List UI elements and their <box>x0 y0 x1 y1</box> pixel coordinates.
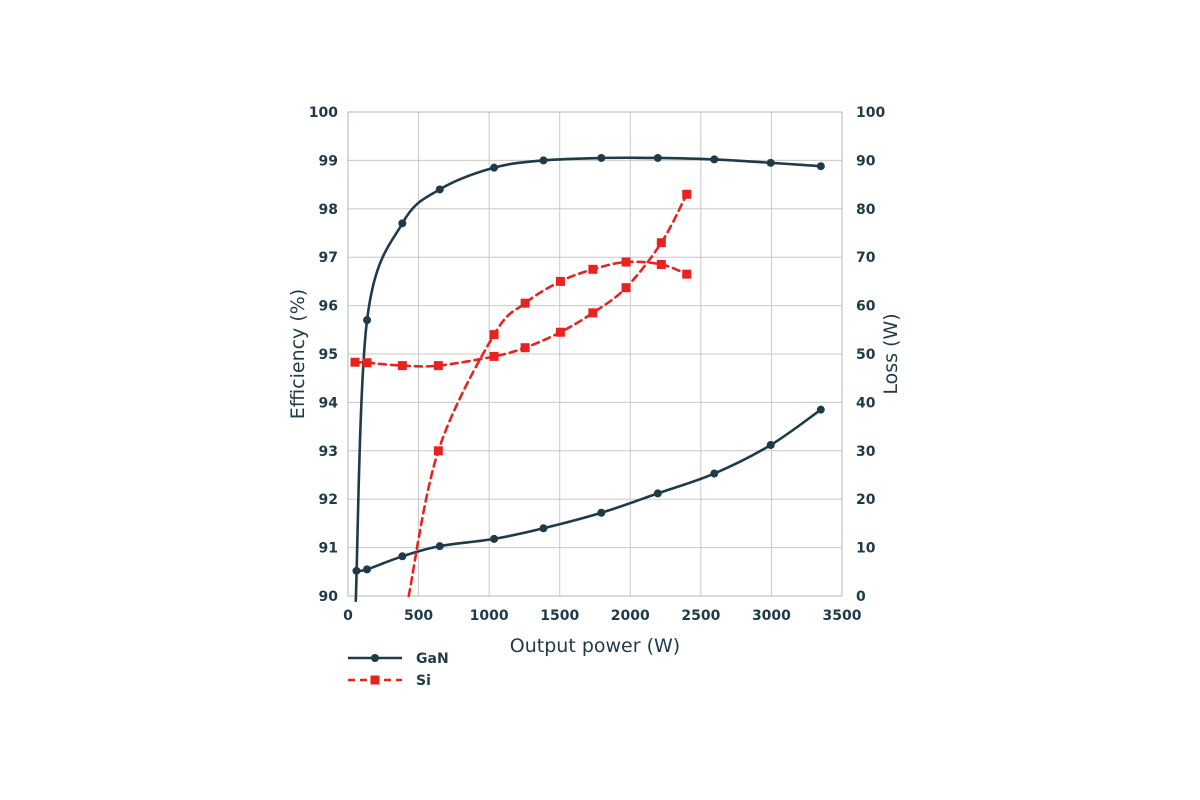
y-left-tick-label: 92 <box>319 492 338 508</box>
si-efficiency-point <box>489 330 499 340</box>
y-right-tick-label: 20 <box>856 492 876 508</box>
y-right-tick-label: 0 <box>856 589 866 605</box>
legend: GaN Si <box>348 651 449 689</box>
x-tick-label: 1000 <box>470 608 509 624</box>
y-left-tick-label: 94 <box>319 395 339 411</box>
si-efficiency-point <box>555 276 565 286</box>
gan-efficiency-point <box>435 185 444 194</box>
si-loss-point <box>555 327 565 337</box>
gan-loss-point <box>653 489 662 498</box>
gan-efficiency-point <box>710 155 719 164</box>
series-curves <box>353 156 823 603</box>
si-efficiency-point <box>656 259 666 269</box>
gan-efficiency-line <box>354 156 823 603</box>
y-left-tick-label: 95 <box>319 347 338 363</box>
y-left-tick-label: 96 <box>319 299 338 315</box>
gan-loss-point <box>490 534 499 543</box>
y-right-tick-label: 30 <box>856 444 876 460</box>
y-right-tick-label: 40 <box>856 395 876 411</box>
gan-loss-point <box>435 542 444 551</box>
x-tick-label: 0 <box>343 608 353 624</box>
x-tick-label: 500 <box>404 608 433 624</box>
gan-loss-point <box>597 508 606 517</box>
si-loss-point <box>520 343 530 353</box>
gan-loss-line <box>355 408 823 573</box>
si-efficiency-point <box>588 264 598 274</box>
y-right-tick-label: 90 <box>856 153 876 169</box>
gan-efficiency-point <box>653 153 662 162</box>
y-right-tick-label: 80 <box>856 202 876 218</box>
plot-frame <box>347 111 843 597</box>
y-right-tick-label: 50 <box>856 347 876 363</box>
legend-si-marker <box>370 675 380 685</box>
legend-gan-marker <box>371 654 379 662</box>
gan-loss-point <box>816 405 825 414</box>
gan-efficiency-point <box>597 153 606 162</box>
y-axis-right-title: Loss (W) <box>880 313 902 394</box>
si-loss-point <box>489 351 499 361</box>
y-right-tick-label: 10 <box>856 541 876 557</box>
si-loss-point <box>588 308 598 318</box>
gan-efficiency-point <box>816 162 825 171</box>
y-left-tick-label: 100 <box>309 105 338 121</box>
x-tick-label: 2500 <box>681 608 720 624</box>
y-left-tick-label: 90 <box>319 589 339 605</box>
gan-efficiency-point <box>766 158 775 167</box>
gan-efficiency-point <box>539 156 548 165</box>
y-right-tick-label: 100 <box>856 105 885 121</box>
gan-efficiency-point <box>490 163 499 172</box>
gan-efficiency-point <box>398 219 407 228</box>
si-efficiency-point <box>682 269 692 279</box>
si-loss-point <box>433 361 443 371</box>
x-tick-label: 3000 <box>752 608 791 624</box>
si-loss-point <box>656 238 666 248</box>
y-left-tick-label: 99 <box>319 153 338 169</box>
y-right-tick-label: 70 <box>856 250 876 266</box>
legend-gan-label: GaN <box>416 651 449 667</box>
y-right-tick-label: 60 <box>856 299 876 315</box>
si-loss-point <box>397 361 407 371</box>
gan-loss-point <box>539 524 548 533</box>
series-markers <box>350 153 825 575</box>
grid <box>347 111 843 597</box>
si-loss-point <box>682 189 692 199</box>
si-efficiency-point <box>433 446 443 456</box>
si-loss-point <box>362 358 372 368</box>
si-loss-point <box>350 357 360 367</box>
tick-labels: 0 500 1000 1500 2000 2500 3000 3500909192939495… <box>309 105 886 624</box>
si-efficiency-point <box>520 298 530 308</box>
x-tick-label: 3500 <box>823 608 862 624</box>
si-efficiency-line <box>407 260 689 598</box>
gan-loss-point <box>398 552 407 561</box>
y-axis-left-title: Efficiency (%) <box>287 289 309 419</box>
gan-loss-point <box>710 469 719 478</box>
x-tick-label: 1500 <box>540 608 579 624</box>
gan-loss-point <box>352 566 361 575</box>
y-left-tick-label: 97 <box>319 250 338 266</box>
x-axis-title: Output power (W) <box>510 635 680 657</box>
x-tick-label: 2000 <box>611 608 650 624</box>
y-left-tick-label: 93 <box>319 444 338 460</box>
legend-si-label: Si <box>416 673 431 689</box>
si-loss-point <box>621 283 631 293</box>
y-left-tick-label: 98 <box>319 202 338 218</box>
gan-efficiency-point <box>363 316 372 325</box>
si-efficiency-point <box>621 257 631 267</box>
gan-loss-point <box>766 440 775 449</box>
y-left-tick-label: 91 <box>319 541 338 557</box>
gan-loss-point <box>363 565 372 574</box>
